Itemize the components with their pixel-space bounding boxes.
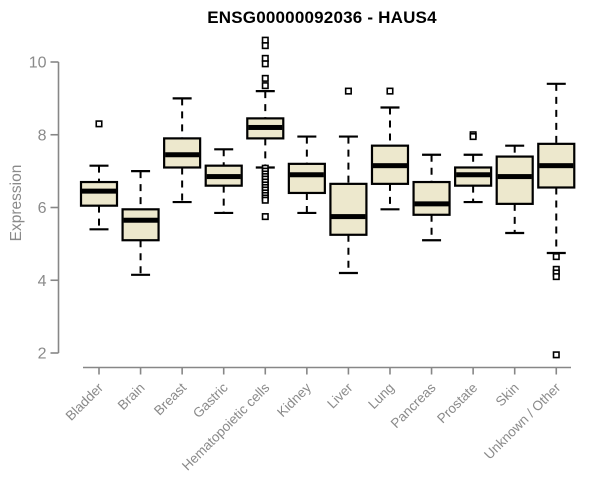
- iqr-box: [121, 208, 160, 242]
- y-tick-label: 8: [38, 127, 47, 144]
- outlier-point: [261, 74, 269, 82]
- chart-title: ENSG00000092036 - HAUS4: [207, 8, 437, 27]
- box-unknown-other: [537, 82, 576, 359]
- iqr-box: [79, 180, 119, 207]
- iqr-box: [412, 180, 451, 216]
- y-tick-label: 4: [38, 273, 47, 290]
- outlier-point: [552, 273, 560, 281]
- x-tick-label: Liver: [324, 380, 356, 412]
- outlier-point: [552, 351, 560, 359]
- median-line: [456, 172, 491, 178]
- median-line: [248, 124, 283, 130]
- x-tick-label: Unknown / Other: [481, 380, 564, 463]
- box-kidney: [287, 135, 326, 215]
- median-line: [165, 152, 200, 158]
- iqr-box: [495, 155, 534, 205]
- y-tick-label: 10: [29, 55, 47, 72]
- box-pancreas: [412, 153, 451, 242]
- y-tick-label: 2: [38, 346, 47, 363]
- outlier-point: [261, 42, 269, 50]
- median-line: [82, 188, 116, 194]
- x-tick-label: Bladder: [63, 380, 107, 424]
- box-bladder: [79, 120, 119, 231]
- box-lung: [370, 87, 410, 211]
- x-tick-label: Breast: [151, 380, 189, 418]
- outlier-point: [261, 196, 269, 204]
- box-brain: [121, 170, 160, 276]
- outlier-point: [261, 82, 269, 90]
- y-axis: 2 4 6 8 10: [29, 55, 60, 363]
- box-gastric: [204, 148, 243, 215]
- x-tick-label: Skin: [493, 380, 522, 409]
- median-line: [331, 214, 366, 220]
- median-line: [372, 163, 407, 169]
- x-tick-label: Gastric: [190, 380, 231, 421]
- x-tick-label: Brain: [115, 380, 148, 413]
- box-hematopoietic-cells: [246, 36, 285, 221]
- outlier-point: [95, 120, 103, 128]
- median-line: [123, 217, 158, 223]
- outlier-point: [344, 87, 352, 95]
- median-line: [206, 174, 241, 180]
- iqr-box: [329, 182, 368, 236]
- outlier-point: [469, 133, 477, 141]
- iqr-box: [287, 162, 326, 195]
- y-tick-label: 6: [38, 200, 47, 217]
- x-tick-label: Prostate: [434, 380, 480, 426]
- box-breast: [163, 97, 202, 204]
- box-prostate: [454, 131, 493, 204]
- x-tick-label: Lung: [365, 380, 397, 412]
- x-tick-label: Kidney: [274, 380, 314, 420]
- median-line: [497, 174, 532, 180]
- median-line: [414, 201, 449, 207]
- outlier-point: [261, 213, 269, 221]
- median-line: [539, 163, 574, 169]
- box-liver: [329, 87, 368, 275]
- box-skin: [495, 144, 534, 235]
- outlier-point: [261, 60, 269, 68]
- x-tick-label: Pancreas: [388, 380, 439, 431]
- outlier-point: [552, 253, 560, 261]
- median-line: [289, 172, 324, 178]
- outlier-point: [386, 87, 394, 95]
